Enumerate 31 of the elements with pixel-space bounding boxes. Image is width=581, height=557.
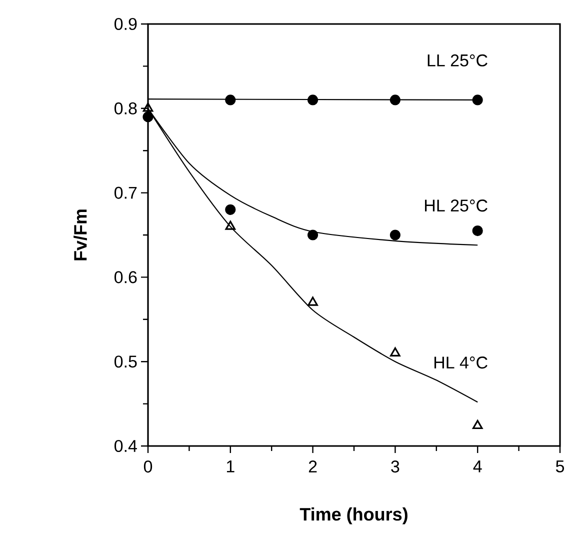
- x-tick-label: 3: [391, 460, 400, 473]
- series-label: HL 4°C: [434, 356, 488, 369]
- series-label: HL 25°C: [425, 200, 488, 212]
- y-tick-label: 0.7: [114, 186, 137, 199]
- point: [390, 347, 400, 356]
- point: [225, 94, 236, 106]
- point: [142, 102, 154, 112]
- y-tick-label: 0.4: [114, 440, 137, 452]
- point: [225, 204, 236, 215]
- x-tick-label: 5: [556, 460, 564, 472]
- y-tick-label: 0.8: [114, 102, 137, 114]
- x-tick-label: 0: [144, 460, 152, 473]
- point: [142, 112, 154, 122]
- y-tick-label: 0.6: [114, 271, 137, 284]
- point: [390, 94, 400, 106]
- point: [472, 94, 483, 106]
- point: [390, 230, 400, 240]
- point: [225, 220, 236, 230]
- x-axis-title: Time (hours): [300, 507, 408, 524]
- point: [308, 230, 318, 240]
- y-tick-label: 0.9: [114, 18, 137, 30]
- y-axis-title: Fv/Fm: [74, 210, 87, 260]
- point: [472, 225, 483, 236]
- y-tick-label: 0.5: [114, 356, 137, 368]
- point: [308, 296, 318, 306]
- point: [308, 94, 318, 106]
- series-label: LL 25°C: [428, 54, 488, 66]
- x-tick-label: 4: [473, 460, 482, 472]
- point: [472, 420, 483, 430]
- x-tick-label: 1: [226, 460, 234, 472]
- x-tick-label: 2: [308, 460, 317, 472]
